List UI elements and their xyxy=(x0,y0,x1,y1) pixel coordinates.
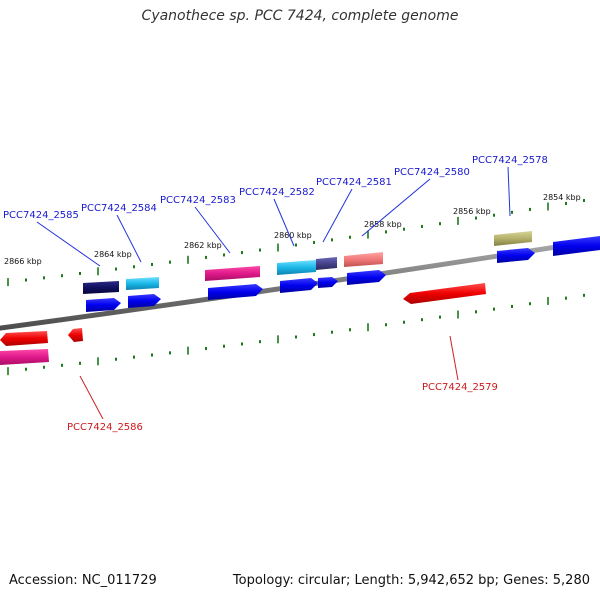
gene-label-2586[interactable]: PCC7424_2586 xyxy=(67,422,143,433)
gene-PCC7424_2585[interactable] xyxy=(83,281,119,294)
leader-line-2586 xyxy=(79,375,104,420)
kbp-labels: 2866 kbp 2864 kbp 2862 kbp 2860 kbp 2858… xyxy=(4,193,581,266)
outer-tick-ring xyxy=(7,198,585,287)
inner-tick-ring xyxy=(7,293,585,376)
kbp-label-2856: 2856 kbp xyxy=(453,207,491,216)
leader-line-2580 xyxy=(361,178,431,237)
reverse-genes xyxy=(0,283,486,365)
leader-line-2579 xyxy=(449,335,459,381)
gene-reverse-small[interactable] xyxy=(68,328,83,342)
cds-arrow-2582[interactable] xyxy=(280,278,318,293)
leader-line-2582 xyxy=(273,198,295,247)
accession-text: Accession: NC_011729 xyxy=(9,573,157,588)
gene-PCC7424_2582[interactable] xyxy=(277,260,316,275)
gene-label-2580[interactable]: PCC7424_2580 xyxy=(394,167,470,178)
gene-label-2582[interactable]: PCC7424_2582 xyxy=(239,187,315,198)
kbp-label-2860: 2860 kbp xyxy=(274,231,312,240)
gene-forward-right[interactable] xyxy=(553,236,600,256)
leader-line-2583 xyxy=(194,206,231,254)
cds-arrow-2585[interactable] xyxy=(86,298,121,312)
cds-arrow-2578[interactable] xyxy=(497,248,535,263)
forward-genes-row2 xyxy=(86,248,535,312)
gene-label-2579[interactable]: PCC7424_2579 xyxy=(422,382,498,393)
gene-label-2584[interactable]: PCC7424_2584 xyxy=(81,203,157,214)
cds-arrow-2584[interactable] xyxy=(128,294,161,308)
map-title: Cyanothece sp. PCC 7424, complete genome xyxy=(141,8,459,24)
cds-arrow-2581[interactable] xyxy=(318,277,338,288)
cds-arrow-2580[interactable] xyxy=(347,270,386,285)
leader-line-2584 xyxy=(116,214,142,263)
leader-line-2578 xyxy=(507,166,511,217)
reverse-leader-lines xyxy=(79,335,459,420)
gene-label-2578[interactable]: PCC7424_2578 xyxy=(472,155,548,166)
kbp-label-2862: 2862 kbp xyxy=(184,241,222,250)
gene-PCC7424_2581[interactable] xyxy=(316,257,337,270)
leader-line-2585 xyxy=(36,221,101,267)
gene-PCC7424_2583[interactable] xyxy=(205,266,260,281)
gene-label-2585[interactable]: PCC7424_2585 xyxy=(3,210,79,221)
forward-genes-row1 xyxy=(83,231,600,294)
gene-label-2581[interactable]: PCC7424_2581 xyxy=(316,177,392,188)
kbp-label-2864: 2864 kbp xyxy=(94,250,132,259)
kbp-label-2854: 2854 kbp xyxy=(543,193,581,202)
gene-PCC7424_2586[interactable] xyxy=(0,331,48,346)
genome-stats-text: Topology: circular; Length: 5,942,652 bp… xyxy=(232,573,590,588)
gene-label-2583[interactable]: PCC7424_2583 xyxy=(160,195,236,206)
gene-labels: PCC7424_2585 PCC7424_2584 PCC7424_2583 P… xyxy=(3,155,548,433)
kbp-label-2866: 2866 kbp xyxy=(4,257,42,266)
gene-PCC7424_2579[interactable] xyxy=(403,283,486,304)
kbp-label-2858: 2858 kbp xyxy=(364,220,402,229)
forward-leader-lines xyxy=(36,166,511,267)
gene-PCC7424_2580[interactable] xyxy=(344,252,383,267)
gene-PCC7424_2578[interactable] xyxy=(494,231,532,246)
cds-arrow-2583[interactable] xyxy=(208,284,263,300)
gene-PCC7424_2584[interactable] xyxy=(126,277,159,290)
gene-reverse-pink[interactable] xyxy=(0,349,49,365)
leader-line-2581 xyxy=(322,188,353,243)
